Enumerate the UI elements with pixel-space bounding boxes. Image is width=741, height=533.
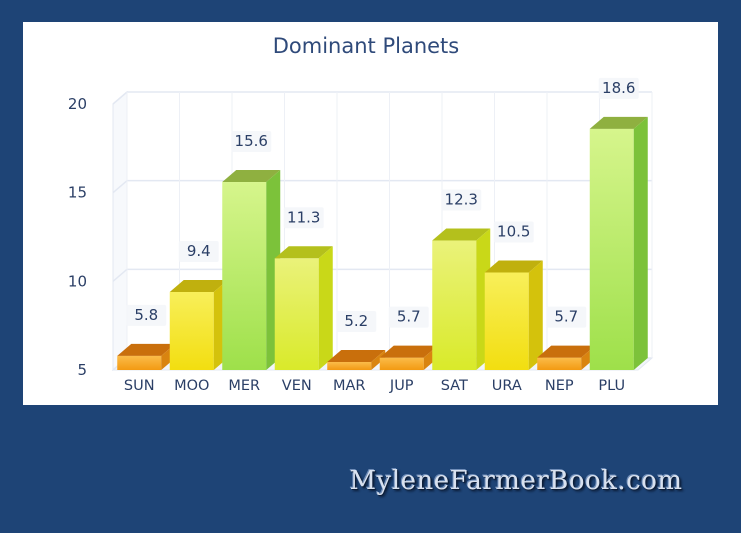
data-label-bg: [388, 306, 429, 328]
gridline-side: [112, 180, 128, 194]
gridline-side: [112, 91, 128, 105]
y-tick-label: 15: [68, 184, 87, 202]
chart-title: Dominant Planets: [273, 34, 459, 58]
x-tick-label: SAT: [441, 378, 468, 394]
bar-jup: [379, 357, 424, 370]
data-label-bg: [441, 189, 482, 211]
data-label-bg: [178, 240, 219, 262]
bar-sun: [117, 355, 162, 370]
bar-top-plu: [589, 116, 648, 129]
bar-top-mar: [327, 350, 386, 362]
bar-mar: [327, 362, 372, 370]
data-label: 11.3: [287, 208, 320, 226]
bar-mer: [222, 182, 267, 370]
x-tick-label: MER: [228, 378, 260, 394]
bar-sat: [432, 240, 477, 370]
data-label: 9.4: [187, 242, 211, 260]
data-label: 15.6: [235, 132, 268, 150]
data-label-bg: [126, 304, 167, 326]
x-tick-label: NEP: [545, 378, 574, 394]
data-label-bg: [493, 221, 534, 243]
bar-top-nep: [537, 345, 596, 358]
bar-top-sat: [432, 228, 491, 241]
data-label: 5.2: [344, 312, 368, 330]
bar-ura: [484, 272, 529, 370]
data-label: 18.6: [602, 79, 635, 97]
gridline-side: [112, 268, 128, 282]
data-label: 5.7: [554, 308, 578, 326]
data-label-bg: [283, 207, 324, 229]
data-label-bg: [231, 131, 272, 153]
bar-top-sun: [117, 343, 176, 356]
bar-top-ura: [484, 260, 543, 273]
y-tick-label: 5: [77, 361, 87, 379]
y-tick-label: 20: [68, 95, 87, 113]
y-tick-label: 10: [68, 272, 87, 290]
bar-side-ura: [528, 260, 543, 370]
bar-top-mer: [222, 170, 281, 183]
data-label-bg: [598, 77, 639, 99]
x-tick-label: JUP: [389, 378, 414, 394]
x-tick-label: MOO: [174, 378, 209, 394]
bar-nep: [537, 357, 582, 370]
data-label-bg: [546, 306, 587, 328]
x-tick-label: MAR: [333, 378, 366, 394]
data-label-bg: [336, 311, 377, 332]
data-label: 5.7: [397, 308, 421, 326]
bar-top-ven: [274, 246, 333, 259]
bar-moo: [169, 291, 214, 370]
x-tick-label: SUN: [124, 378, 155, 394]
bar-top-moo: [169, 279, 228, 292]
side-wall: [112, 90, 128, 372]
bar-ven: [274, 258, 319, 370]
bar-side-ven: [318, 246, 333, 370]
bar-plu: [589, 128, 634, 370]
data-label: 5.8: [134, 306, 158, 324]
data-label: 10.5: [497, 222, 530, 240]
x-tick-label: VEN: [282, 378, 312, 394]
bar-top-jup: [379, 345, 438, 358]
data-label: 12.3: [445, 191, 478, 209]
watermark: MyleneFarmerBook.com: [349, 466, 683, 496]
bar-side-plu: [633, 116, 648, 371]
x-tick-label: URA: [492, 378, 522, 394]
x-tick-label: PLU: [598, 378, 625, 394]
bar-side-mar: [371, 350, 386, 370]
